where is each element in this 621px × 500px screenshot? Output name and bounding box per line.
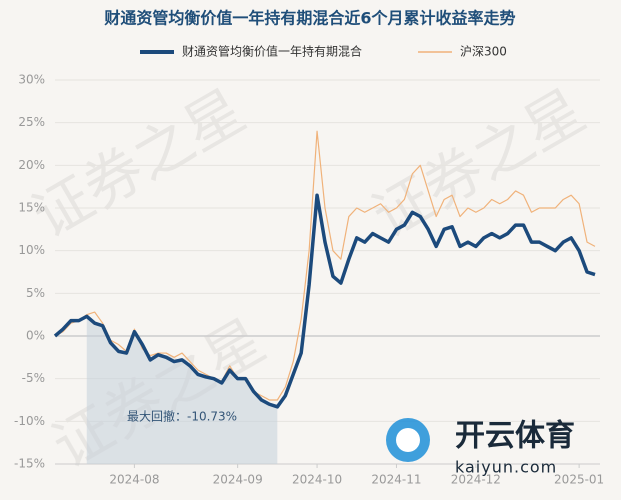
y-tick-label: 25% bbox=[18, 115, 45, 129]
y-tick-label: -5% bbox=[22, 371, 45, 385]
y-tick-label: 5% bbox=[26, 286, 45, 300]
x-tick-label: 2024-09 bbox=[213, 473, 263, 487]
drawdown-area bbox=[86, 316, 278, 464]
x-tick-label: 2024-11 bbox=[371, 473, 421, 487]
series-line bbox=[53, 193, 596, 409]
annotation: 最大回撤：-10.73% bbox=[127, 409, 237, 424]
x-tick-label: 2024-10 bbox=[292, 473, 342, 487]
y-tick-label: 20% bbox=[18, 158, 45, 172]
legend-label: 沪深300 bbox=[460, 45, 507, 59]
chart-title: 财通资管均衡价值一年持有期混合近6个月累计收益率走势 bbox=[103, 9, 515, 28]
logo-ball-inner bbox=[396, 428, 420, 452]
logo: 开云体育 kaiyun.com bbox=[386, 418, 575, 477]
y-tick-label: 10% bbox=[18, 243, 45, 257]
x-tick-label: 2024-12 bbox=[451, 473, 501, 487]
y-tick-label: 0% bbox=[26, 329, 45, 343]
y-tick-label: 15% bbox=[18, 201, 45, 215]
plot: -15% -10% -5% 0% 5% 10% 15% 20% 25% 30% 2024-08 202… bbox=[14, 44, 604, 487]
logo-text: 开云体育 bbox=[455, 419, 575, 454]
y-tick-label: 30% bbox=[18, 73, 45, 87]
x-tick-label: 2024-08 bbox=[109, 473, 159, 487]
y-tick-label: -15% bbox=[14, 457, 45, 471]
logo-url: kaiyun.com bbox=[455, 458, 557, 477]
x-tick-label: 2025-01 bbox=[554, 473, 604, 487]
legend-label: 财通资管均衡价值一年持有期混合 bbox=[182, 44, 362, 59]
y-tick-label: -10% bbox=[14, 414, 45, 428]
